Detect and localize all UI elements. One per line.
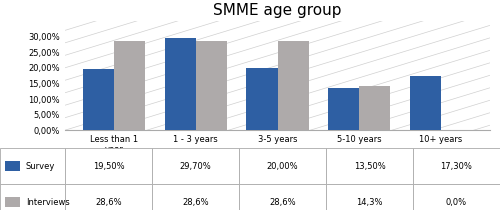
Bar	[239, 184, 326, 210]
Bar	[83, 69, 114, 130]
Bar	[326, 184, 413, 210]
Bar	[65, 148, 152, 184]
Bar	[413, 148, 500, 184]
Bar	[65, 184, 152, 210]
Bar	[0, 184, 65, 210]
Text: 13,50%: 13,50%	[354, 162, 386, 171]
Bar	[5, 161, 20, 171]
Text: 29,70%: 29,70%	[180, 162, 212, 171]
Bar	[152, 148, 239, 184]
Bar	[5, 197, 20, 207]
Text: 17,30%: 17,30%	[440, 162, 472, 171]
Bar	[278, 41, 308, 130]
Bar	[413, 184, 500, 210]
Bar	[0, 148, 65, 184]
Bar	[114, 41, 145, 130]
Text: 28,6%: 28,6%	[182, 198, 209, 206]
Text: 28,6%: 28,6%	[95, 198, 122, 206]
Bar	[164, 38, 196, 130]
Text: 20,00%: 20,00%	[266, 162, 298, 171]
Text: 14,3%: 14,3%	[356, 198, 382, 206]
Bar	[152, 184, 239, 210]
Text: Survey: Survey	[26, 162, 56, 171]
Bar	[326, 148, 413, 184]
Text: 0,0%: 0,0%	[446, 198, 467, 206]
Bar	[239, 148, 326, 184]
Bar	[196, 41, 227, 130]
Text: 19,50%: 19,50%	[92, 162, 124, 171]
Bar	[410, 76, 441, 130]
Bar	[359, 86, 390, 130]
Text: 28,6%: 28,6%	[269, 198, 296, 206]
Text: Interviews: Interviews	[26, 198, 70, 206]
Bar	[246, 68, 278, 130]
Title: SMME age group: SMME age group	[213, 3, 342, 18]
Bar	[328, 88, 359, 130]
